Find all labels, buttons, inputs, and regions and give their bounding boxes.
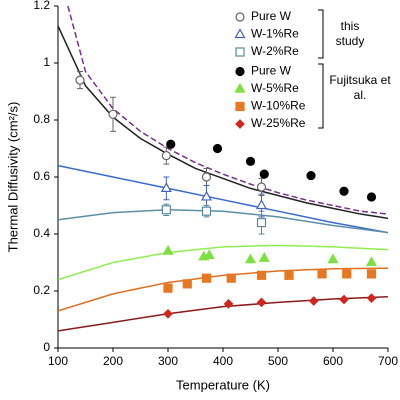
marker — [366, 293, 377, 303]
marker — [160, 182, 172, 192]
fit-curve — [58, 267, 388, 312]
marker — [284, 270, 294, 280]
marker — [223, 298, 234, 309]
legend-label: W-25%Re — [251, 116, 306, 130]
marker — [201, 172, 212, 182]
x-tick-label: 400 — [213, 354, 233, 368]
marker — [108, 109, 118, 119]
marker — [256, 218, 267, 228]
legend-bracket — [318, 63, 324, 129]
marker — [162, 244, 174, 255]
marker — [201, 273, 212, 283]
fit-curve — [58, 25, 388, 220]
marker — [163, 308, 173, 319]
marker — [366, 192, 377, 202]
fit-curve — [58, 209, 388, 234]
marker — [163, 283, 173, 293]
marker — [255, 199, 268, 210]
legend-group-label: Fujitsuka et al. — [329, 73, 391, 102]
legend-marker — [235, 101, 245, 112]
marker — [182, 279, 192, 289]
marker — [75, 75, 85, 85]
legend-label: Pure W — [251, 64, 292, 78]
y-tick-label: 0 — [43, 340, 50, 354]
legend-label: W-10%Re — [251, 99, 306, 113]
y-tick-label: 0.6 — [33, 169, 50, 183]
fit-curve — [58, 295, 388, 332]
marker — [212, 143, 223, 154]
x-tick-label: 200 — [103, 354, 123, 368]
marker — [342, 269, 352, 279]
marker — [258, 252, 270, 262]
legend-marker — [235, 119, 245, 129]
legend-marker — [235, 12, 245, 22]
marker — [244, 253, 257, 264]
fit-curve — [58, 164, 388, 234]
marker — [317, 269, 327, 279]
marker — [161, 205, 171, 215]
marker — [256, 182, 267, 192]
legend-marker — [234, 82, 246, 93]
marker — [200, 190, 213, 201]
marker — [161, 151, 171, 161]
x-tick-label: 500 — [268, 354, 288, 368]
y-tick-label: 0.2 — [33, 283, 50, 297]
marker — [259, 169, 269, 179]
marker — [256, 270, 267, 280]
legend-marker — [235, 66, 245, 77]
marker — [201, 206, 212, 216]
fit-curve — [58, 244, 388, 281]
marker — [339, 294, 349, 305]
marker — [339, 186, 349, 196]
marker — [365, 256, 378, 267]
x-tick-label: 700 — [378, 354, 398, 368]
legend-label: W-1%Re — [251, 27, 299, 41]
marker — [166, 139, 176, 149]
y-tick-label: 1 — [43, 55, 50, 69]
legend-marker — [235, 47, 245, 57]
marker — [203, 249, 215, 259]
legend-marker — [234, 28, 246, 39]
y-tick-label: 0.4 — [33, 226, 50, 240]
legend-group-label: this study — [335, 19, 365, 48]
plot-area — [58, 6, 388, 332]
x-tick-label: 600 — [323, 354, 343, 368]
marker — [245, 156, 256, 166]
marker — [256, 297, 267, 308]
marker — [308, 296, 319, 306]
marker — [226, 273, 236, 283]
x-tick-label: 100 — [48, 354, 68, 368]
x-tick-label: 300 — [158, 354, 178, 368]
legend-label: W-2%Re — [251, 44, 299, 58]
marker — [306, 170, 316, 181]
marker — [327, 253, 339, 264]
y-tick-label: 0.8 — [33, 112, 50, 126]
legend-label: W-5%Re — [251, 81, 299, 95]
x-axis-label: Temperature (K) — [176, 377, 270, 392]
marker — [366, 269, 377, 279]
legend-bracket — [318, 9, 324, 59]
y-tick-label: 1.2 — [33, 0, 50, 12]
legend-label: Pure W — [251, 9, 292, 23]
y-axis-label: Thermal Diffusivity (cm²/s) — [5, 102, 20, 253]
